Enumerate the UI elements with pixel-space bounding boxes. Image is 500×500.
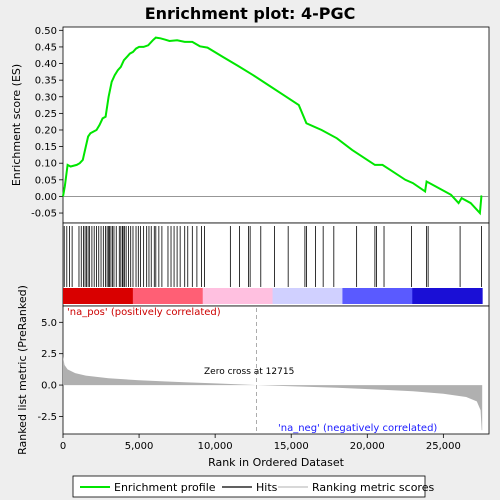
- es-y-tick-label: 0.40: [35, 59, 57, 70]
- pos-label: 'na_pos' (positively correlated): [67, 307, 221, 318]
- es-y-tick-label: 0.30: [35, 92, 57, 103]
- legend-label-profile: Enrichment profile: [114, 481, 216, 494]
- metric-panel: [62, 305, 490, 435]
- es-y-tick-label: 0.15: [35, 142, 57, 153]
- metric-axis: -2.5 0.0 2.5 5.0: [37, 318, 63, 423]
- neg-label: 'na_neg' (negatively correlated): [278, 423, 437, 434]
- heatmap-segment: [342, 288, 413, 304]
- heatmap-segment: [63, 288, 134, 304]
- x-axis: 0 5,000 10,000 15,000 20,000 25,000: [60, 434, 461, 452]
- metric-y-tick-label: 0.0: [41, 381, 57, 392]
- zero-cross-label: Zero cross at 12715: [204, 367, 294, 377]
- es-panel: [62, 26, 490, 224]
- legend-label-metric: Ranking metric scores: [312, 481, 434, 494]
- es-y-tick-label: -0.05: [31, 209, 57, 220]
- metric-y-tick-label: 5.0: [41, 318, 57, 329]
- x-tick-label: 5,000: [125, 441, 154, 452]
- metric-y-tick-label: -2.5: [37, 412, 57, 423]
- x-axis-title: Rank in Ordered Dataset: [208, 456, 345, 469]
- x-tick-label: 0: [60, 441, 66, 452]
- metric-y-tick-label: 2.5: [41, 349, 57, 360]
- es-y-tick-label: 0.00: [35, 192, 57, 203]
- es-y-tick-label: 0.10: [35, 159, 57, 170]
- es-axis: -0.05 0.00 0.05 0.10 0.15 0.20 0.25 0.30 0.35 0.4…: [31, 26, 489, 220]
- heatmap-segment: [202, 288, 274, 304]
- heatmap-segment: [412, 288, 483, 304]
- hits-marks: [63, 226, 482, 287]
- heatmap-segment: [272, 288, 343, 304]
- x-tick-label: 10,000: [198, 441, 233, 452]
- x-tick-label: 25,000: [426, 441, 461, 452]
- plot-title: Enrichment plot: 4-PGC: [145, 4, 356, 23]
- es-y-tick-label: 0.35: [35, 76, 57, 87]
- legend-label-hits: Hits: [256, 481, 278, 494]
- es-y-tick-label: 0.50: [35, 26, 57, 37]
- enrichment-profile-line: [62, 36, 483, 216]
- x-tick-label: 15,000: [274, 441, 309, 452]
- es-y-tick-label: 0.25: [35, 109, 57, 120]
- es-y-tick-label: 0.20: [35, 125, 57, 136]
- es-y-tick-label: 0.45: [35, 42, 57, 53]
- es-axis-title: Enrichment score (ES): [10, 64, 23, 186]
- rank-heatmap-bar: [63, 288, 483, 304]
- es-y-tick-label: 0.05: [35, 175, 57, 186]
- x-tick-label: 20,000: [350, 441, 385, 452]
- metric-axis-title: Ranked list metric (PreRanked): [16, 285, 29, 455]
- heatmap-segment: [132, 288, 204, 304]
